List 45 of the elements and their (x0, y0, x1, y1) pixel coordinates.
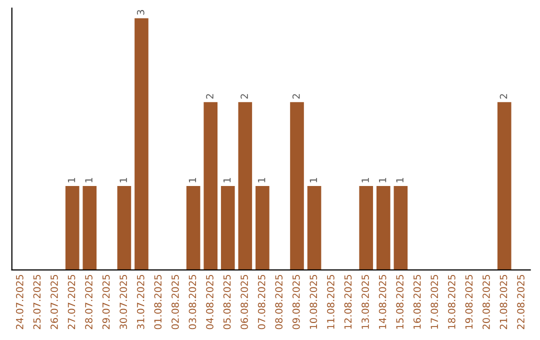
x-tick-label: 21.08.2025 (500, 274, 508, 330)
x-tick-label: 08.08.2025 (275, 274, 283, 330)
x-tick-label: 25.07.2025 (33, 274, 41, 330)
x-tick-label: 29.07.2025 (102, 274, 110, 330)
data-label: 2 (500, 94, 508, 99)
data-label: 2 (206, 94, 214, 99)
x-tick-label: 20.08.2025 (482, 274, 490, 330)
x-tick-label: 24.07.2025 (16, 274, 24, 330)
x-tick-label: 28.07.2025 (85, 274, 92, 330)
x-tick-label: 04.08.2025 (206, 274, 214, 330)
x-tick-label: 11.08.2025 (327, 274, 334, 329)
data-label: 1 (68, 178, 76, 182)
data-label: 1 (396, 178, 404, 182)
data-label: 1 (120, 178, 127, 182)
x-tick-label: 01.08.2025 (154, 274, 162, 330)
data-label: 1 (223, 178, 231, 182)
x-tick-label: 26.07.2025 (50, 274, 58, 330)
data-label: 1 (188, 178, 196, 182)
x-tick-label: 18.08.2025 (448, 274, 456, 329)
data-label: 1 (85, 178, 92, 182)
x-tick-label: 13.08.2025 (362, 274, 369, 329)
x-tick-label: 06.08.2025 (240, 274, 248, 330)
x-tick-label: 03.08.2025 (188, 274, 196, 330)
x-tick-label: 05.08.2025 (223, 274, 231, 330)
data-label: 3 (136, 10, 144, 15)
data-label: 2 (292, 94, 300, 99)
x-tick-label: 22.08.2025 (517, 274, 524, 330)
x-tick-label: 19.08.2025 (465, 274, 473, 329)
data-label: 1 (378, 178, 386, 182)
data-label: 1 (258, 178, 266, 182)
x-tick-label: 12.08.2025 (344, 274, 352, 329)
data-label: 1 (310, 178, 317, 182)
data-label: 2 (240, 94, 248, 99)
x-tick-label: 10.08.2025 (310, 274, 318, 329)
x-tick-label: 31.07.2025 (136, 274, 144, 330)
x-tick-label: 07.08.2025 (258, 274, 266, 330)
x-tick-label: 09.08.2025 (292, 274, 300, 330)
data-label: 1 (362, 178, 369, 182)
x-tick-label: 14.08.2025 (378, 274, 386, 329)
x-tick-label: 17.08.2025 (430, 274, 438, 329)
x-tick-label: 27.07.2025 (68, 274, 76, 330)
x-tick-label: 02.08.2025 (172, 274, 179, 330)
x-tick-label: 16.08.2025 (413, 274, 421, 329)
x-tick-label: 15.08.2025 (396, 274, 404, 329)
x-tick-label: 30.07.2025 (120, 274, 128, 330)
